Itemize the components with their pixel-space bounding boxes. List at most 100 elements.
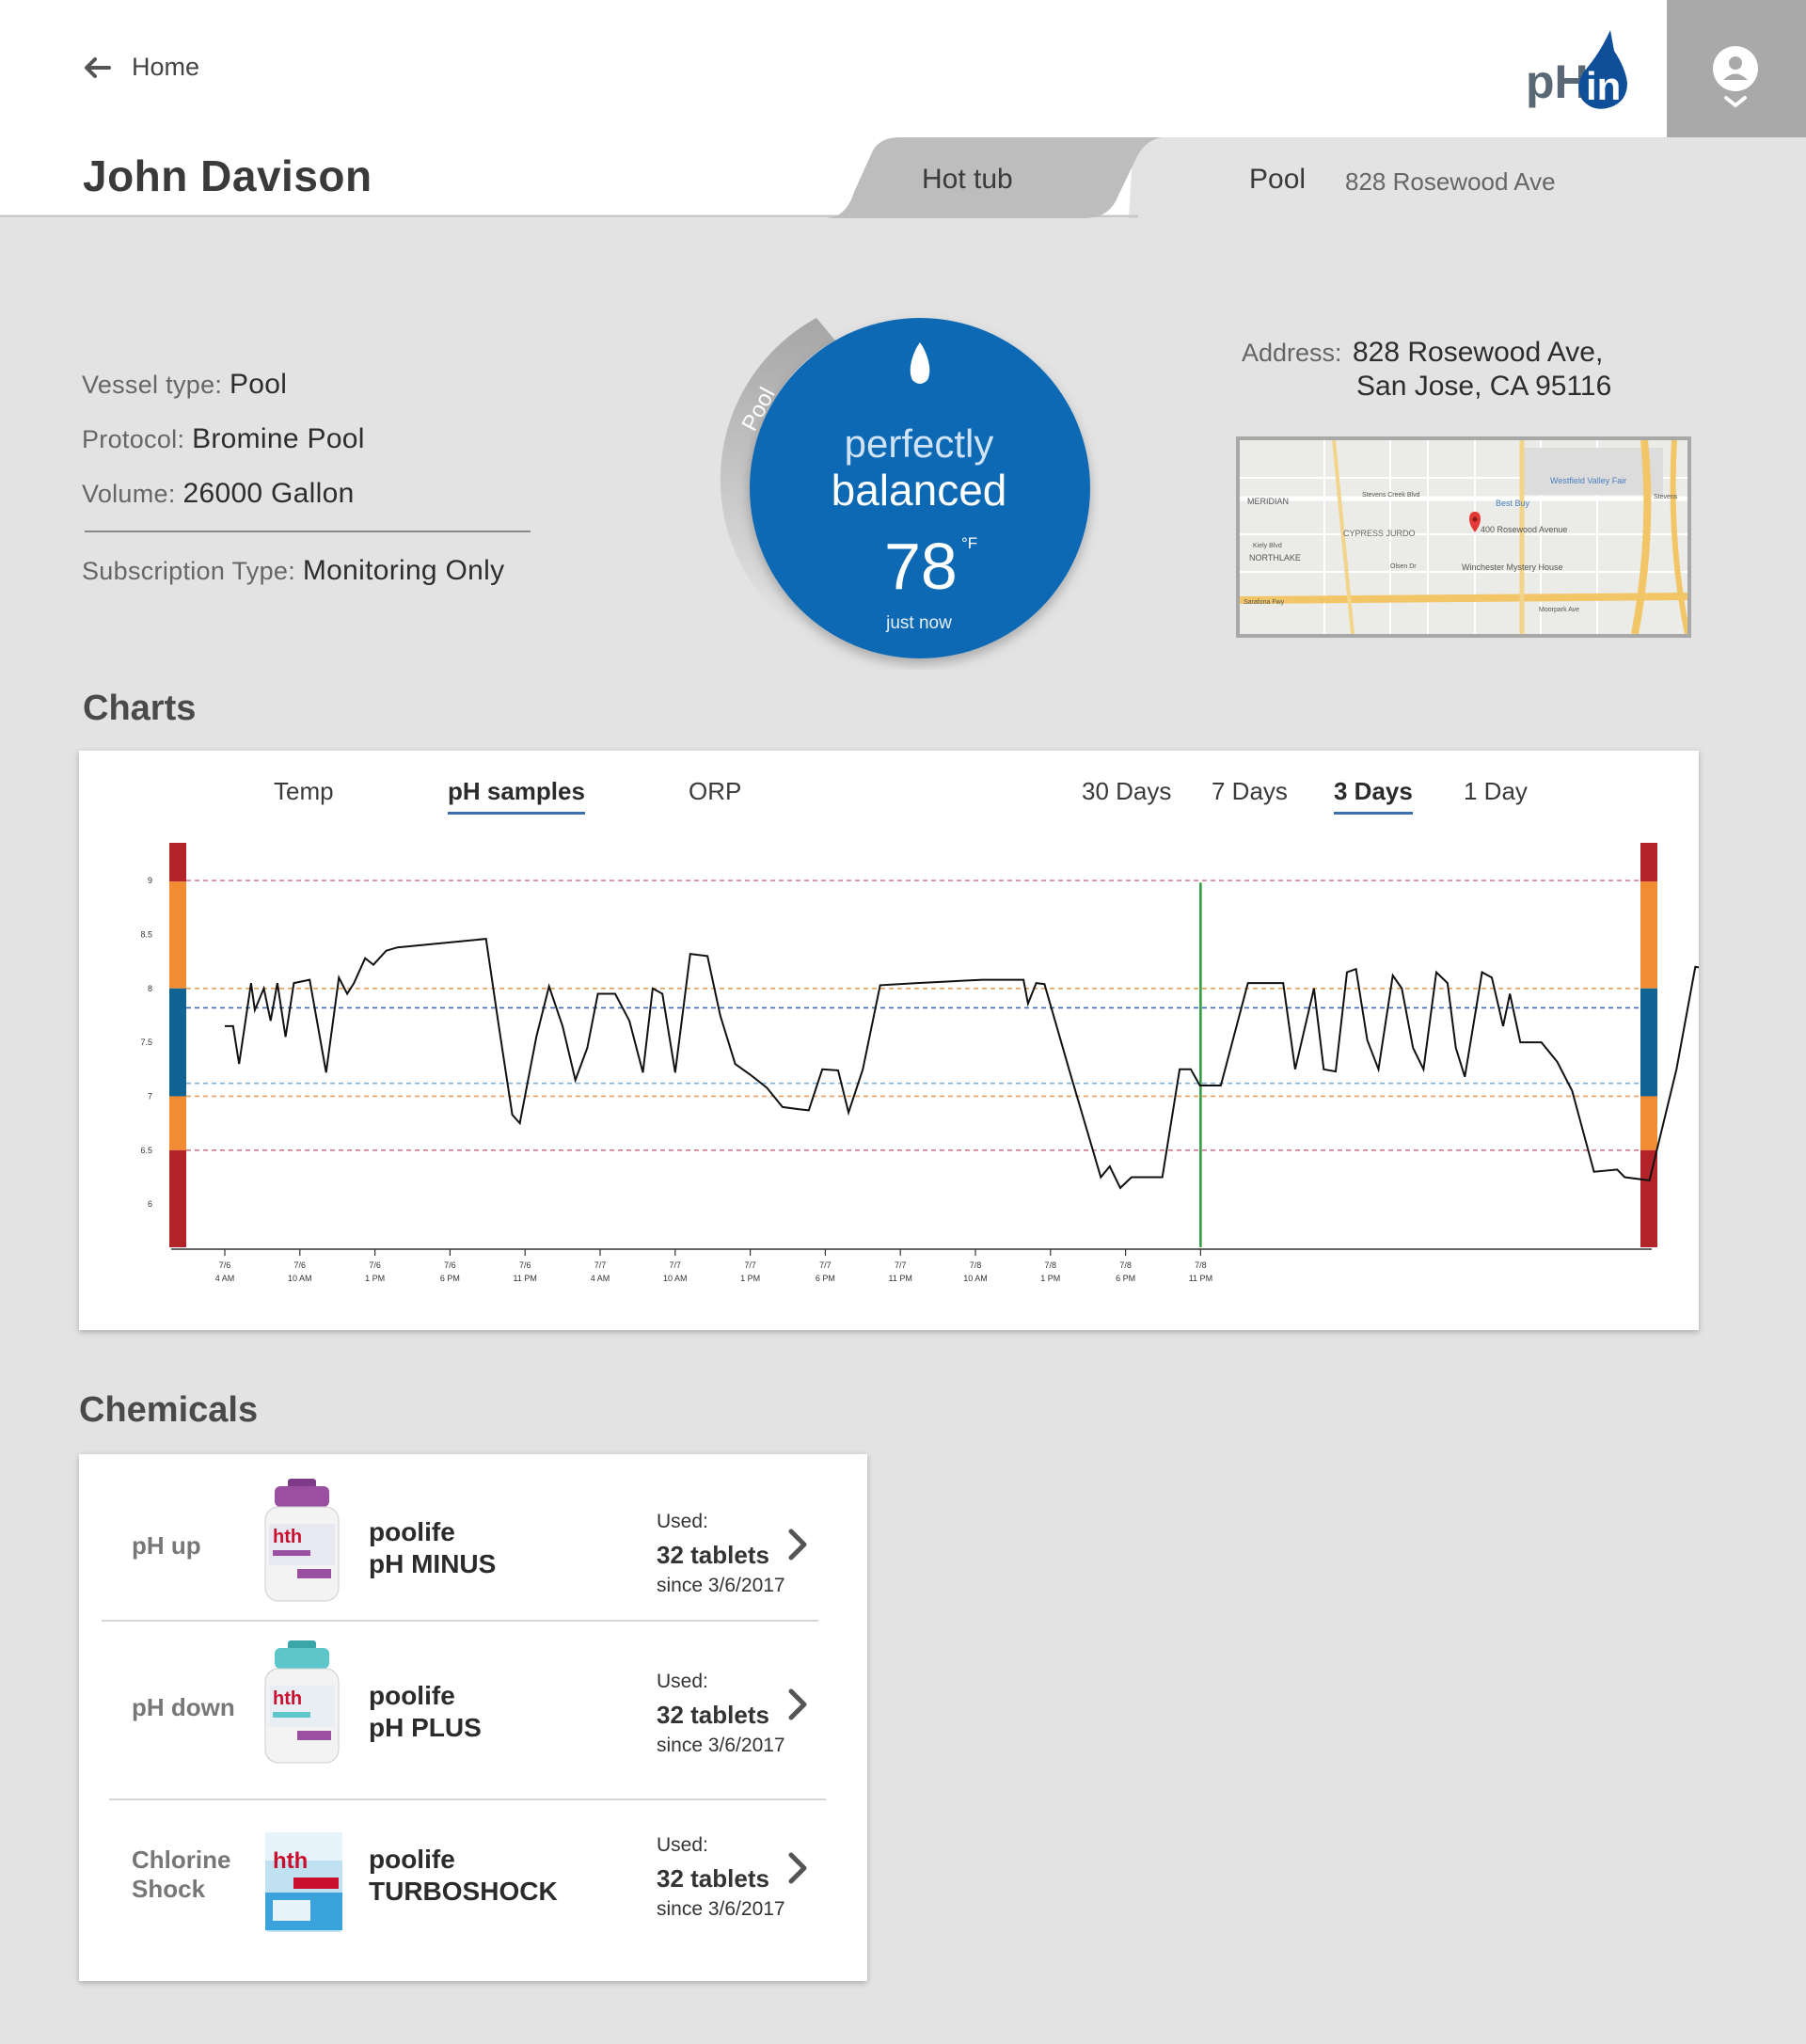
used-since: since 3/6/2017 <box>657 1898 785 1920</box>
temperature-value: 78 <box>884 530 958 603</box>
map-label: Winchester Mystery House <box>1462 562 1563 572</box>
protocol-row: Protocol: Bromine Pool <box>82 423 365 455</box>
user-menu-button[interactable] <box>1667 0 1806 137</box>
svg-text:pH: pH <box>1526 55 1589 108</box>
map-label: Olsen Dr <box>1390 563 1417 570</box>
y-tick-label: 7.5 <box>140 1038 152 1047</box>
address-line2: San Jose, CA 95116 <box>1356 371 1612 402</box>
x-tick-time: 4 AM <box>215 1274 235 1283</box>
map-label: CYPRESS JURDO <box>1343 529 1416 538</box>
range-tab-1-day[interactable]: 1 Day <box>1464 777 1528 805</box>
x-tick-time: 10 AM <box>288 1274 312 1283</box>
map-label: NORTHLAKE <box>1249 553 1301 562</box>
turboshock-product-image: hth <box>265 1832 342 1932</box>
y-tick-label: 8 <box>148 984 152 993</box>
status-gauge: Pool <box>720 318 1090 658</box>
y-tick-label: 7 <box>148 1091 152 1101</box>
chevron-right-icon <box>788 1688 807 1720</box>
x-tick-date: 7/8 <box>970 1260 982 1270</box>
ph-series-line <box>225 938 1699 1190</box>
x-tick-date: 7/8 <box>1119 1260 1132 1270</box>
subscription-value: Monitoring Only <box>302 555 505 586</box>
chemical-product: pH PLUS <box>369 1713 482 1742</box>
x-tick-time: 1 PM <box>1040 1274 1060 1283</box>
ph-chart: 9 8.5 8 7.5 7 6.5 6 7/6 4 AM 7/6 10 AM 7/6 1 PM 7/6 6 … <box>140 843 1699 1283</box>
home-label: Home <box>132 53 200 81</box>
used-label: Used: <box>657 1511 708 1532</box>
used-since: since 3/6/2017 <box>657 1735 785 1756</box>
metric-tab-temp[interactable]: Temp <box>274 777 334 805</box>
map-label: Kiely Blvd <box>1253 543 1282 549</box>
vessel-type-row: Vessel type: Pool <box>82 369 287 401</box>
x-tick-time: 4 AM <box>591 1274 610 1283</box>
address-label: Address: <box>1242 339 1342 367</box>
zone-bar-left <box>169 1096 186 1150</box>
chemical-row-ph-down[interactable]: pH down hth poolife pH PLUS Used: 32 tab… <box>79 1639 867 1808</box>
tab-address: 828 Rosewood Ave <box>1345 167 1556 196</box>
hottub-tab-shape <box>828 137 1163 218</box>
zone-bar-right <box>1640 881 1657 989</box>
x-tick-date: 7/7 <box>819 1260 832 1270</box>
charts-section-title: Charts <box>83 689 197 728</box>
chemical-brand: poolife <box>369 1517 455 1546</box>
chemicals-card: pH up hth poolife pH MINUS Used: 32 tabl… <box>79 1454 867 1981</box>
address-line1: 828 Rosewood Ave, <box>1353 337 1604 368</box>
map-label: Best Buy <box>1496 499 1530 508</box>
info-divider <box>85 531 531 532</box>
svg-text:hth: hth <box>273 1848 308 1874</box>
used-label: Used: <box>657 1671 708 1692</box>
zone-bar-right <box>1640 1149 1657 1247</box>
metric-tab-orp[interactable]: ORP <box>689 777 742 805</box>
chemical-row-ph-up[interactable]: pH up hth poolife pH MINUS Used: 32 tabl… <box>79 1473 867 1642</box>
chemical-product: pH MINUS <box>369 1549 497 1578</box>
y-tick-label: 9 <box>148 876 152 885</box>
range-tab-7-days[interactable]: 7 Days <box>1212 777 1288 805</box>
map-label: 400 Rosewood Avenue <box>1481 525 1567 534</box>
volume-value: 26000 Gallon <box>182 478 355 509</box>
x-tick-date: 7/7 <box>670 1260 682 1270</box>
location-map[interactable]: MERIDIAN CYPRESS JURDO NORTHLAKE Westfie… <box>1236 436 1691 638</box>
map-label: Sarafona Fwy <box>1244 599 1285 606</box>
map-label: Stevens Creek Blvd <box>1362 492 1420 499</box>
chemicals-section-title: Chemicals <box>79 1390 259 1430</box>
vessel-type-label: Vessel type: <box>82 371 223 399</box>
zone-bar-left <box>169 881 186 989</box>
x-tick-time: 6 PM <box>816 1274 835 1283</box>
status-line1: perfectly <box>844 421 994 466</box>
tab-pool[interactable]: Pool <box>1249 164 1307 195</box>
chemical-brand: poolife <box>369 1681 455 1710</box>
charts-card: Temp pH samples ORP 30 Days 7 Days 3 Day… <box>79 751 1699 1330</box>
chemical-row-chlorine-shock[interactable]: Chlorine Shock hth poolife TURBOSHOCK Use… <box>79 1808 867 1977</box>
range-tab-3-days[interactable]: 3 Days <box>1334 777 1413 815</box>
x-tick-date: 7/7 <box>594 1260 607 1270</box>
x-tick-date: 7/8 <box>1045 1260 1057 1270</box>
used-value: 32 tablets <box>657 1864 769 1893</box>
chemical-brand: poolife <box>369 1845 455 1874</box>
volume-label: Volume: <box>82 480 176 508</box>
used-label: Used: <box>657 1834 708 1856</box>
tab-hot-tub[interactable]: Hot tub <box>922 164 1013 195</box>
metric-tab-ph-samples[interactable]: pH samples <box>448 777 585 815</box>
map-pin-icon <box>1469 512 1481 532</box>
protocol-label: Protocol: <box>82 425 185 453</box>
range-tab-30-days[interactable]: 30 Days <box>1082 777 1172 805</box>
zone-bar-right <box>1640 1096 1657 1150</box>
map-graphic: MERIDIAN CYPRESS JURDO NORTHLAKE Westfie… <box>1240 440 1687 634</box>
x-tick-time: 11 PM <box>514 1274 537 1283</box>
map-label: Westfield Valley Fair <box>1550 476 1626 485</box>
used-since: since 3/6/2017 <box>657 1575 785 1596</box>
user-avatar-icon <box>1713 46 1758 108</box>
x-tick-time: 11 PM <box>1189 1274 1212 1283</box>
status-line2: balanced <box>831 466 1007 515</box>
used-value: 32 tablets <box>657 1541 769 1569</box>
header: Home John Davison pH in Hot tub Pool 828… <box>0 0 1806 218</box>
water-drop-icon <box>910 342 930 384</box>
chemical-category: pH up <box>132 1531 201 1560</box>
x-tick-time: 1 PM <box>365 1274 385 1283</box>
map-label: Moorpark Ave <box>1539 607 1579 613</box>
x-tick-date: 7/7 <box>744 1260 756 1270</box>
home-link[interactable]: Home <box>83 53 199 82</box>
vessel-type-value: Pool <box>230 369 288 400</box>
y-tick-label: 6.5 <box>140 1146 152 1155</box>
temperature-unit: °F <box>961 534 978 552</box>
